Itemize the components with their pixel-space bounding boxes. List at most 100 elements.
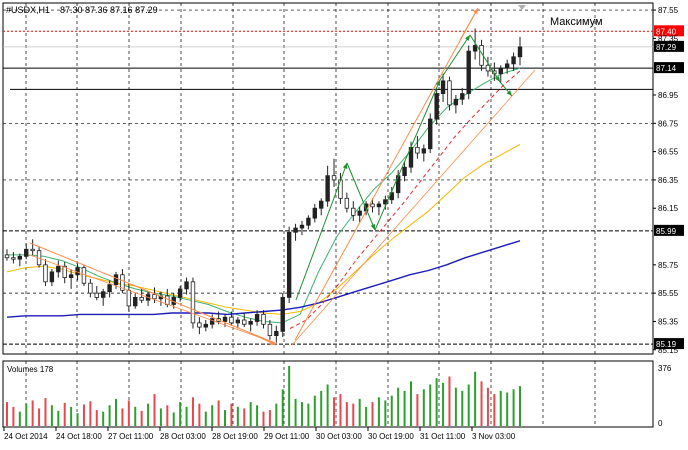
candle-body-12: [81, 267, 87, 284]
candle-body-44: [286, 231, 292, 298]
price-tag-87-29: 87.29: [656, 43, 677, 52]
x-tick-label-4: 28 Oct 19:00: [212, 432, 258, 441]
candle-body-31: [203, 323, 208, 328]
candle-0: [4, 249, 10, 261]
horizontal-levels: [3, 30, 653, 345]
candle-15: [100, 288, 106, 306]
candle-64: [415, 136, 420, 159]
candle-39: [254, 310, 260, 326]
y-tick-label-86-15: 86.15: [658, 204, 679, 213]
candle-67: [434, 87, 439, 125]
candle-body-34: [222, 316, 228, 322]
maximum-annotation-label: Максимум: [550, 16, 603, 28]
desc-channel-upper: [29, 242, 276, 344]
price-tag-85-19: 85.19: [656, 340, 677, 349]
candle-46: [299, 220, 305, 236]
price-tag-85-99: 85.99: [656, 227, 677, 236]
candle-47: [306, 215, 311, 230]
candle-body-21: [139, 296, 144, 301]
candle-30: [197, 317, 202, 335]
candle-body-16: [107, 284, 112, 293]
candle-body-62: [402, 166, 407, 177]
candle-14: [94, 286, 99, 301]
candle-body-46: [299, 224, 305, 229]
candle-body-48: [312, 207, 317, 219]
candle-6: [43, 259, 48, 287]
x-tick-label-9: 3 Nov 03:00: [472, 432, 516, 441]
candle-body-13: [88, 282, 93, 294]
candle-body-4: [30, 248, 35, 252]
ma-long-line: [289, 70, 521, 329]
candle-77: [498, 65, 503, 83]
grid-lines: [3, 3, 653, 427]
candle-8: [56, 260, 61, 278]
candle-body-1: [11, 257, 16, 260]
candle-45: [293, 223, 298, 241]
x-tick-label-6: 30 Oct 03:00: [316, 432, 362, 441]
candle-36: [235, 317, 241, 329]
candle-body-53: [344, 197, 350, 209]
candle-79: [511, 52, 516, 71]
candle-body-58: [376, 203, 382, 208]
wave-arrow-0: [295, 162, 348, 301]
candle-42: [274, 325, 279, 343]
candle-body-18: [120, 274, 125, 291]
price-tag-bg-87-14: [654, 62, 684, 74]
candle-body-51: [331, 175, 337, 181]
volume-axis-zero: 0: [658, 419, 663, 428]
candle-41: [267, 320, 273, 340]
candle-body-71: [460, 93, 465, 100]
candle-body-79: [511, 56, 516, 65]
candle-body-40: [261, 313, 266, 325]
candle-23: [152, 287, 157, 304]
chart-header-ohlc: 87.30 87.36 87.16 87.29: [60, 5, 158, 15]
volume-axis-max: 376: [658, 364, 672, 373]
candle-body-37: [242, 319, 247, 325]
y-tick-label-85-75: 85.75: [658, 261, 679, 270]
wave-arrow-3: [439, 34, 471, 81]
candle-body-0: [4, 254, 10, 259]
candle-body-55: [357, 210, 362, 216]
y-tick-label-86-35: 86.35: [658, 176, 679, 185]
chart-header-symbol: #USDX,H1: [6, 5, 50, 15]
y-tick-label-86-75: 86.75: [658, 119, 679, 128]
candle-body-17: [113, 274, 119, 286]
candle-13: [88, 278, 93, 298]
candle-body-6: [43, 264, 48, 283]
time-axis: 24 Oct 2014 24 Oct 18:00 27 Oct 11:00 28 Oc…: [3, 427, 516, 441]
candle-10: [68, 269, 74, 289]
candle-71: [460, 87, 465, 105]
candle-body-50: [325, 175, 330, 202]
candle-58: [376, 201, 382, 216]
volumes-label: Volumes 178: [7, 365, 54, 374]
candle-4: [30, 239, 35, 255]
candle-body-9: [62, 265, 67, 278]
candle-body-69: [447, 80, 452, 106]
x-tick-label-2: 27 Oct 11:00: [108, 432, 154, 441]
collapse-icon[interactable]: [518, 5, 526, 10]
price-tag-bg-87-40: [654, 25, 684, 37]
volumes-plot-frame: [2, 360, 654, 428]
candle-73: [472, 28, 478, 60]
candle-27: [177, 286, 183, 302]
candle-body-65: [421, 148, 427, 154]
candle-2: [17, 253, 23, 267]
candle-body-49: [319, 200, 324, 209]
candle-body-77: [498, 67, 503, 75]
volume-bars: [6, 366, 521, 426]
candle-65: [421, 144, 427, 162]
candle-37: [242, 312, 247, 328]
asc-channel-arrow-head: [473, 8, 478, 14]
candle-66: [428, 113, 433, 154]
candle-body-73: [472, 45, 478, 52]
candle-35: [229, 311, 234, 326]
candle-1: [11, 252, 16, 264]
candle-body-14: [94, 292, 99, 298]
candle-body-67: [434, 93, 439, 120]
candle-9: [62, 262, 67, 284]
candle-body-27: [177, 288, 183, 298]
